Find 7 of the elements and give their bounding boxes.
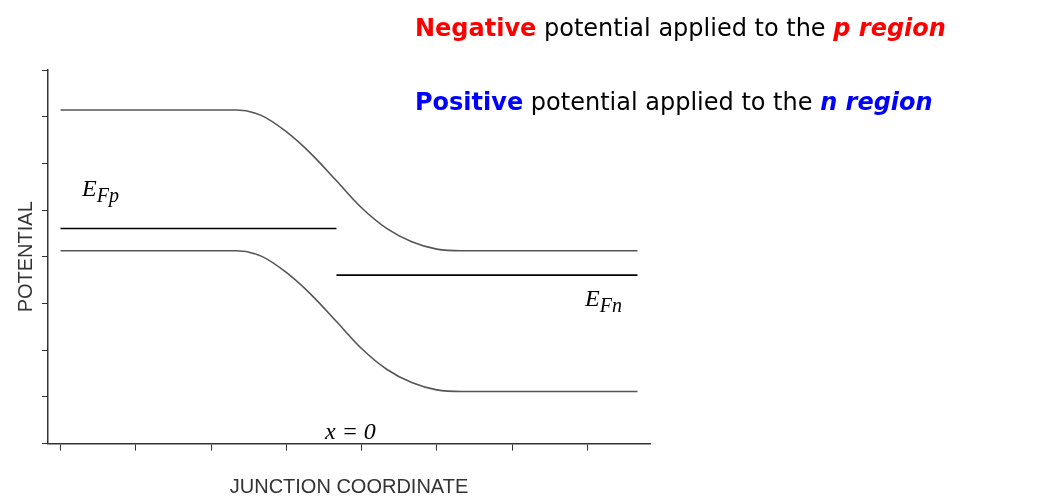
- annotation: x = 0: [325, 418, 376, 445]
- annotation: Positive potential applied to the n region: [415, 88, 933, 116]
- annotation: E$_{Fp}$: [82, 175, 119, 207]
- annotation: E$_{Fn}$: [585, 285, 622, 317]
- x-axis-title: JUNCTION COORDINATE: [229, 474, 469, 497]
- y-axis-title: POTENTIAL: [13, 201, 36, 313]
- text: Negative potential applied to the p region: [415, 14, 946, 42]
